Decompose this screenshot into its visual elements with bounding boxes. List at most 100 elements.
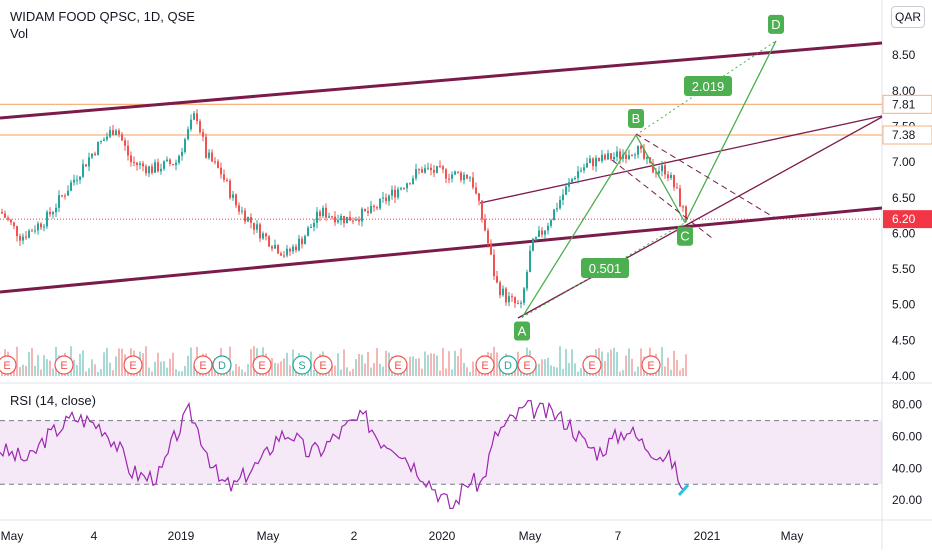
event-marker: [292, 355, 312, 375]
candle-body: [589, 158, 591, 164]
volume-bar: [97, 371, 99, 376]
candle-body: [244, 210, 246, 222]
volume-bar: [82, 350, 84, 376]
volume-bar: [22, 364, 24, 376]
candle-body: [685, 206, 687, 222]
abcd-point-badge: [768, 14, 784, 34]
volume-bar: [631, 358, 633, 376]
event-marker-label: S: [298, 360, 305, 372]
candle-body: [613, 156, 615, 160]
volume-bar: [313, 369, 315, 376]
volume-bar: [211, 361, 213, 376]
candle-body: [100, 140, 102, 142]
candle-body: [34, 230, 36, 232]
volume-bar: [121, 348, 123, 376]
candle-body: [340, 215, 342, 221]
candle-body: [427, 167, 429, 169]
abcd-point-badge: [514, 321, 530, 341]
event-marker-label: E: [481, 360, 488, 372]
event-marker-label: E: [647, 360, 654, 372]
correction-channel-line: [635, 133, 776, 219]
candle-body: [352, 220, 354, 222]
time-tick-label: 2: [351, 529, 358, 543]
candle-body: [253, 222, 255, 230]
volume-bar: [343, 349, 345, 376]
rsi-tick-label: 20.00: [892, 493, 922, 507]
abcd-ratio-badge: [684, 76, 732, 96]
candle-body: [379, 198, 381, 209]
candle-body: [400, 188, 402, 190]
candle-body: [670, 174, 672, 179]
event-marker: [641, 355, 661, 375]
volume-bar: [46, 359, 48, 376]
candle-body: [409, 183, 411, 185]
candle-body: [499, 282, 501, 296]
volume-bar: [421, 368, 423, 376]
candle-body: [346, 216, 348, 224]
candle-body: [88, 157, 90, 167]
rsi-line: [0, 399, 685, 510]
volume-bar: [670, 369, 672, 376]
volume-bar: [145, 346, 147, 376]
candle-body: [70, 182, 72, 191]
volume-bar: [172, 352, 174, 376]
volume-bar: [25, 365, 27, 376]
volume-bar: [43, 355, 45, 376]
candle-body: [259, 224, 261, 239]
price-tick-label: 4.50: [892, 333, 916, 347]
candle-body: [643, 148, 645, 159]
candle-body: [64, 195, 66, 197]
candle-body: [634, 154, 636, 156]
candle-body: [676, 187, 678, 189]
candle-body: [478, 193, 480, 201]
currency-badge[interactable]: QAR: [891, 6, 925, 28]
event-marker-label: D: [218, 360, 226, 372]
candle-body: [16, 226, 18, 237]
candle-body: [433, 170, 435, 173]
price-label-box: [882, 94, 932, 114]
event-marker: [123, 355, 143, 375]
candle-body: [286, 248, 288, 256]
price-tick-label: 7.00: [892, 155, 916, 169]
event-marker: [252, 355, 272, 375]
candle-body: [103, 139, 105, 141]
candle-body: [223, 174, 225, 180]
volume-bar: [193, 366, 195, 376]
volume-bar: [16, 346, 18, 376]
candle-body: [343, 215, 345, 224]
candle-body: [79, 176, 81, 180]
candle-body: [487, 230, 489, 244]
candle-body: [661, 165, 663, 172]
candle-body: [544, 230, 546, 235]
candle-body: [241, 210, 243, 212]
volume-bar: [187, 355, 189, 376]
candle-body: [331, 216, 333, 218]
volume-bar: [73, 359, 75, 376]
candle-body: [274, 245, 276, 249]
time-tick-label: May: [1, 529, 24, 543]
volume-bar: [544, 359, 546, 376]
candle-body: [172, 164, 174, 166]
volume-bar: [247, 364, 249, 376]
volume-bar: [244, 371, 246, 376]
candle-body: [49, 211, 51, 215]
volume-bar: [556, 367, 558, 376]
price-tick-label: 4.00: [892, 369, 916, 383]
volume-bar: [112, 370, 114, 376]
candle-body: [631, 155, 633, 157]
candle-body: [406, 183, 408, 189]
rsi-tick-label: 40.00: [892, 461, 922, 475]
candle-body: [436, 165, 438, 173]
candle-body: [580, 170, 582, 172]
candle-body: [94, 153, 96, 155]
volume-bar: [439, 370, 441, 376]
volume-bar: [412, 356, 414, 376]
candle-body: [229, 180, 231, 198]
volume-bar: [85, 371, 87, 376]
volume-bar: [676, 359, 678, 376]
candle-body: [7, 217, 9, 220]
volume-bar: [658, 365, 660, 376]
volume-bar: [637, 366, 639, 376]
